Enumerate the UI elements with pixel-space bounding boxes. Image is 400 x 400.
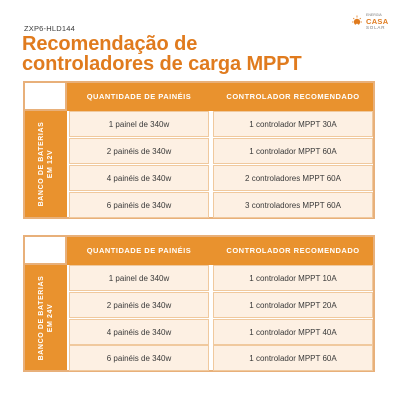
table-cell-controller: 3 controladores MPPT 60A: [213, 192, 373, 218]
header-corner: [25, 237, 67, 265]
table-cell-panels: 2 painéis de 340w: [69, 292, 209, 318]
table-cell-panels: 1 painel de 340w: [69, 111, 209, 137]
sun-house-icon: [352, 15, 362, 26]
table-cell-panels: 6 painéis de 340w: [69, 345, 209, 371]
logo-sub: SOLAR: [366, 25, 386, 30]
table-cell-controller: 1 controlador MPPT 30A: [213, 111, 373, 137]
table-cell-controller: 2 controladores MPPT 60A: [213, 165, 373, 191]
table-cell-panels: 4 painéis de 340w: [69, 319, 209, 345]
table-cell-controller: 1 controlador MPPT 20A: [213, 292, 373, 318]
title-line-2: controladores de carga MPPT: [22, 53, 302, 75]
table-24v: QUANTIDADE DE PAINÉIS CONTROLADOR RECOME…: [23, 235, 375, 372]
table-cell-controller: 1 controlador MPPT 10A: [213, 265, 373, 291]
side-label-24v: BANCO DE BATERIAS EM 24V: [25, 265, 67, 370]
header-panels: QUANTIDADE DE PAINÉIS: [86, 246, 192, 255]
table-cell-panels: 4 painéis de 340w: [69, 165, 209, 191]
side-label-line-2: EM 12V: [47, 149, 54, 179]
table-12v: QUANTIDADE DE PAINÉIS CONTROLADOR RECOME…: [23, 81, 375, 219]
table-cell-panels: 2 painéis de 340w: [69, 138, 209, 164]
side-label-12v: BANCO DE BATERIAS EM 12V: [25, 111, 67, 217]
table-cell-panels: 1 painel de 340w: [69, 265, 209, 291]
logo-tagline: ENERGIA: [366, 13, 382, 17]
side-label-line-1: BANCO DE BATERIAS: [38, 121, 45, 207]
logo-brand: CASA: [366, 17, 389, 26]
header-controller: CONTROLADOR RECOMENDADO: [226, 92, 360, 101]
table-cell-controller: 1 controlador MPPT 60A: [213, 345, 373, 371]
table-header: QUANTIDADE DE PAINÉIS CONTROLADOR RECOME…: [25, 237, 373, 265]
table-cell-controller: 1 controlador MPPT 40A: [213, 319, 373, 345]
table-cell-panels: 6 painéis de 340w: [69, 192, 209, 218]
side-label-line-2: EM 24V: [47, 303, 54, 332]
title-line-1: Recomendação de: [22, 33, 198, 55]
brand-logo: ENERGIA CASA SOLAR: [351, 12, 391, 32]
header-controller: CONTROLADOR RECOMENDADO: [226, 246, 360, 255]
table-cell-controller: 1 controlador MPPT 60A: [213, 138, 373, 164]
header-panels: QUANTIDADE DE PAINÉIS: [86, 92, 192, 101]
side-label-line-1: BANCO DE BATERIAS: [38, 275, 45, 360]
document-code: ZXP6-HLD144: [24, 24, 75, 33]
header-corner: [25, 83, 67, 111]
table-header: QUANTIDADE DE PAINÉIS CONTROLADOR RECOME…: [25, 83, 373, 111]
page-title: Recomendação de controladores de carga M…: [22, 34, 352, 74]
